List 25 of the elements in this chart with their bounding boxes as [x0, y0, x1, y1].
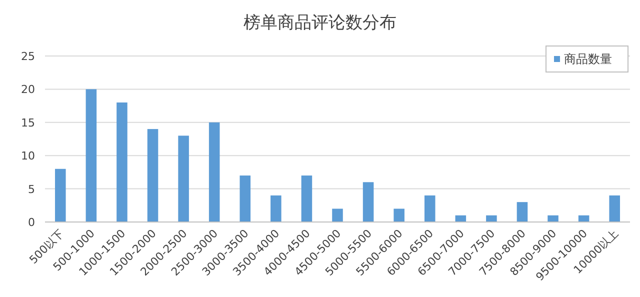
- bar: [147, 129, 158, 222]
- bar: [332, 208, 343, 222]
- bar: [178, 136, 189, 222]
- legend-label: 商品数量: [564, 52, 612, 66]
- y-tick-label: 10: [21, 150, 35, 163]
- bar: [486, 215, 497, 222]
- bar: [548, 215, 558, 222]
- bar: [55, 168, 66, 222]
- chart-title: 榜单商品评论数分布: [244, 13, 396, 33]
- y-tick-label: 5: [28, 182, 35, 196]
- bar: [116, 102, 128, 222]
- y-tick-label: 25: [21, 50, 35, 63]
- bar: [270, 195, 282, 222]
- bar: [301, 176, 312, 222]
- y-tick-label: 15: [21, 116, 35, 130]
- bar: [208, 122, 220, 222]
- bar: [516, 202, 528, 222]
- bar: [86, 89, 97, 222]
- bar: [362, 182, 374, 222]
- bar: [424, 195, 436, 222]
- y-tick-label: 0: [28, 216, 35, 229]
- bar: [240, 176, 251, 222]
- bar: [394, 208, 404, 222]
- y-tick-label: 20: [21, 83, 35, 96]
- bar: [609, 195, 620, 222]
